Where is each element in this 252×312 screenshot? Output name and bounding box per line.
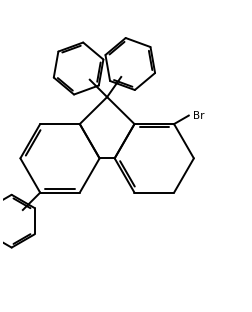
Text: Br: Br bbox=[193, 110, 204, 120]
